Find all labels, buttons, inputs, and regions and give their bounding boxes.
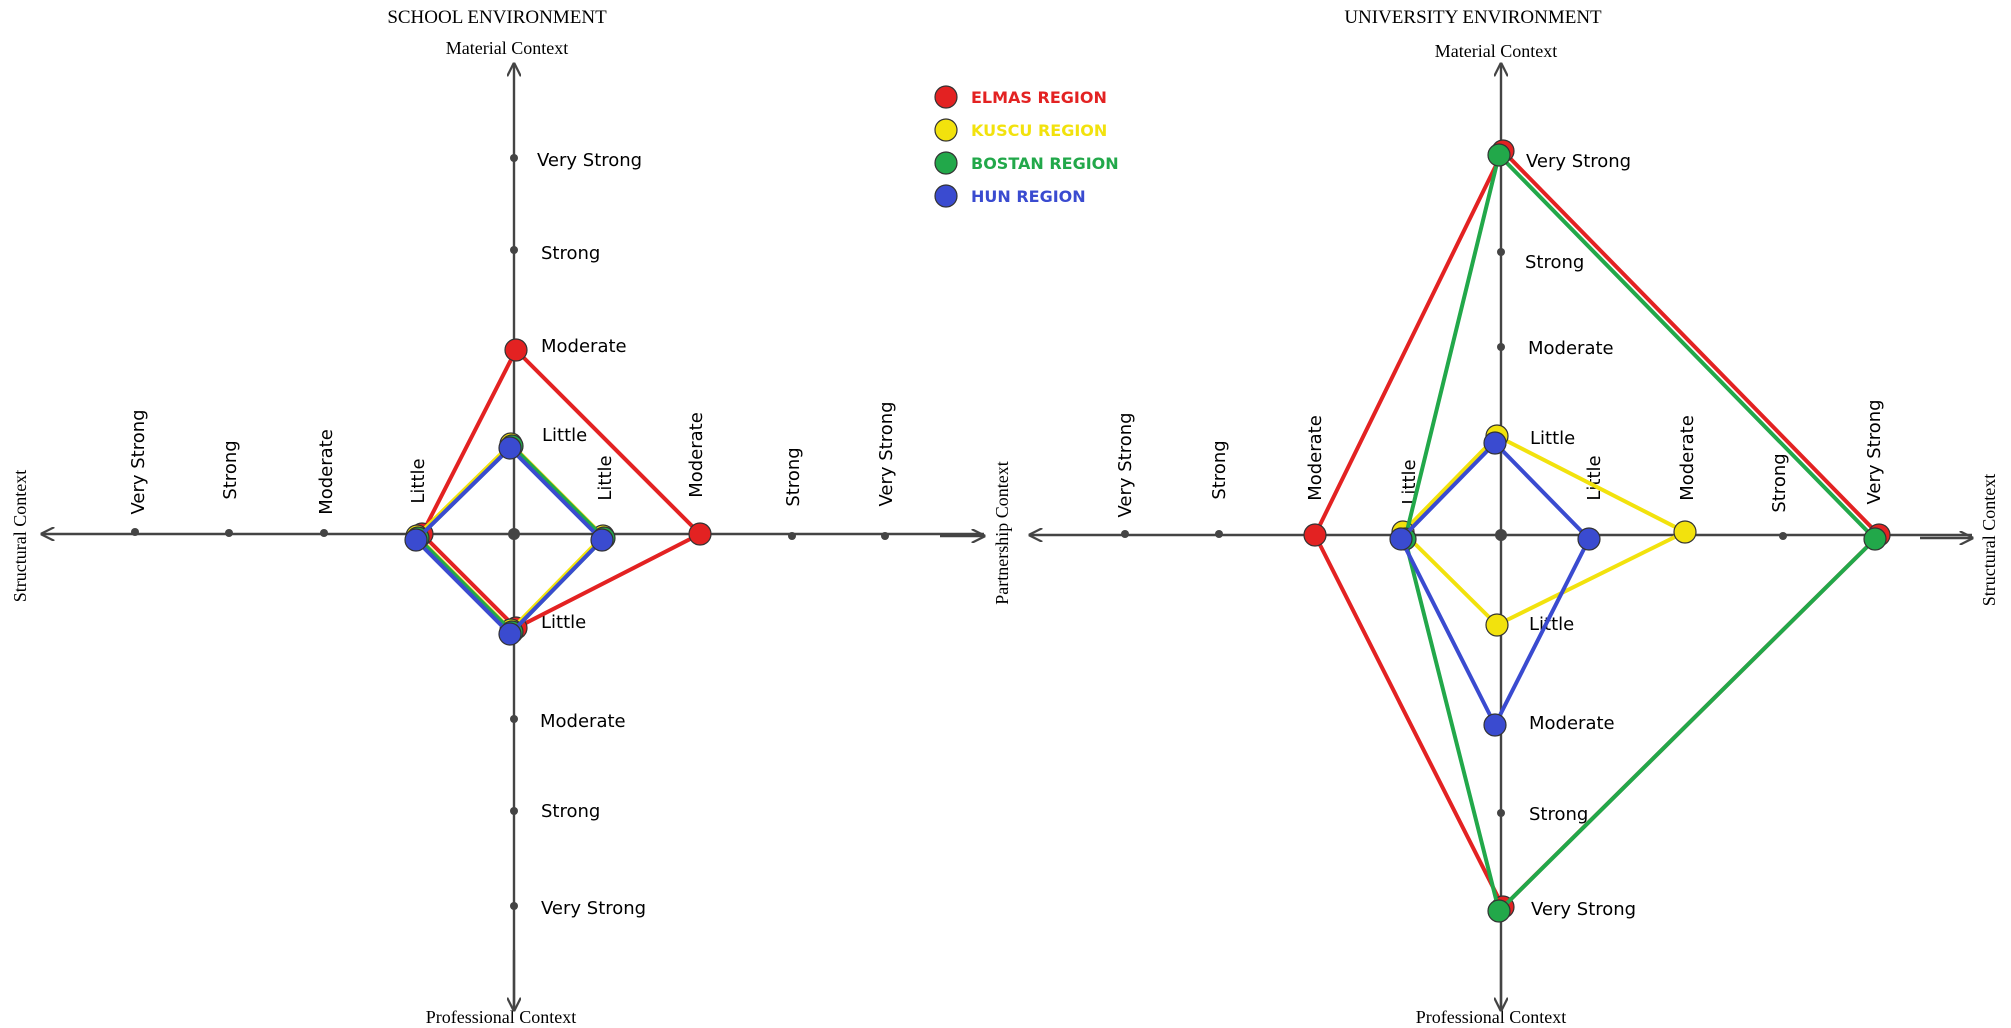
school-material-level-3: Strong	[541, 243, 600, 264]
university-hun-point-bottom	[1483, 713, 1507, 737]
legend-marker	[934, 85, 958, 109]
university-structural-level-3: Strong	[1769, 453, 1790, 512]
university-material-level-1: Little	[1530, 428, 1575, 449]
school-hun-polygon	[413, 445, 605, 637]
university-structural-level-2: Moderate	[1677, 415, 1698, 501]
school-elmas-point-top	[504, 338, 528, 362]
university-professional-level-4: Very Strong	[1531, 899, 1636, 920]
legend-label: HUN REGION	[971, 187, 1086, 206]
school-right-level-1: Little	[595, 455, 616, 500]
university-material-level-2: Moderate	[1528, 338, 1614, 359]
school-professional-level-3: Strong	[541, 801, 600, 822]
school-right-level-3: Strong	[783, 447, 804, 506]
school-professional-axis-label: Professional Context	[426, 1007, 577, 1027]
university-professional-level-1: Little	[1529, 614, 1574, 635]
university-partnership-level-4: Very Strong	[1115, 412, 1136, 517]
university-kuscu-point-right	[1673, 520, 1697, 544]
legend-label: KUSCU REGION	[971, 121, 1107, 140]
school-material-axis-label: Material Context	[446, 38, 568, 58]
school-material-level-1: Little	[542, 425, 587, 446]
school-environment-chart: SCHOOL ENVIRONMENT Material Context Prof…	[10, 7, 984, 1027]
legend-marker	[934, 151, 958, 175]
university-bostan-point-top	[1487, 143, 1511, 167]
university-hun-polygon	[1398, 440, 1592, 730]
school-structural-level-4: Very Strong	[128, 409, 149, 514]
legend-label: ELMAS REGION	[971, 88, 1107, 107]
university-professional-axis-label: Professional Context	[1416, 1007, 1567, 1027]
university-partnership-axis-label: Partnership Context	[992, 461, 1012, 604]
university-partnership-level-2: Moderate	[1305, 415, 1326, 501]
school-structural-axis-label: Structural Context	[10, 470, 30, 602]
university-material-level-3: Strong	[1525, 252, 1584, 273]
university-bostan-point-bottom	[1487, 899, 1511, 923]
university-professional-level-3: Strong	[1529, 804, 1588, 825]
school-right-level-4: Very Strong	[876, 401, 897, 506]
school-chart-title: SCHOOL ENVIRONMENT	[387, 7, 607, 28]
school-professional-level-4: Very Strong	[541, 898, 646, 919]
university-material-level-4: Very Strong	[1526, 151, 1631, 172]
university-structural-level-1: Little	[1584, 455, 1605, 500]
university-elmas-point-left	[1303, 523, 1327, 547]
school-tick-marks	[131, 154, 889, 910]
school-material-level-2: Moderate	[541, 336, 627, 357]
school-elmas-point-right	[688, 522, 712, 546]
school-right-level-2: Moderate	[686, 412, 707, 498]
school-material-level-4: Very Strong	[537, 150, 642, 171]
school-structural-level-1: Little	[408, 458, 429, 503]
university-kuscu-point-bottom	[1485, 613, 1509, 637]
university-hun-point-right	[1577, 527, 1601, 551]
school-hun-point-bottom	[498, 622, 522, 646]
school-structural-level-3: Strong	[220, 440, 241, 499]
legend-marker	[934, 118, 958, 142]
school-professional-level-2: Moderate	[540, 711, 626, 732]
university-chart-title: UNIVERSITY ENVIRONMENT	[1344, 7, 1602, 28]
university-structural-axis-label: Structural Context	[1979, 474, 1999, 606]
university-structural-level-4: Very Strong	[1864, 399, 1885, 504]
school-hun-point-top	[498, 436, 522, 460]
school-hun-point-right	[590, 528, 614, 552]
school-professional-level-1: Little	[541, 612, 586, 633]
school-hun-point-left	[404, 528, 428, 552]
school-structural-level-2: Moderate	[316, 429, 337, 515]
university-bostan-polygon	[1402, 151, 1878, 915]
school-series-layer	[404, 338, 712, 646]
university-hun-point-left	[1389, 527, 1413, 551]
legend-marker	[934, 184, 958, 208]
university-tick-marks	[1121, 248, 1787, 817]
university-series-layer	[1303, 139, 1891, 923]
legend: ELMAS REGION KUSCU REGION BOSTAN REGION HUN…	[934, 85, 1119, 208]
legend-label: BOSTAN REGION	[971, 154, 1119, 173]
university-partnership-level-3: Strong	[1209, 440, 1230, 499]
university-environment-chart: UNIVERSITY ENVIRONMENT Material Context …	[992, 7, 1999, 1027]
university-kuscu-polygon	[1400, 433, 1690, 628]
university-material-axis-label: Material Context	[1435, 41, 1557, 61]
university-bostan-point-right	[1863, 527, 1887, 551]
university-hun-point-top	[1483, 431, 1507, 455]
university-professional-level-2: Moderate	[1529, 713, 1615, 734]
